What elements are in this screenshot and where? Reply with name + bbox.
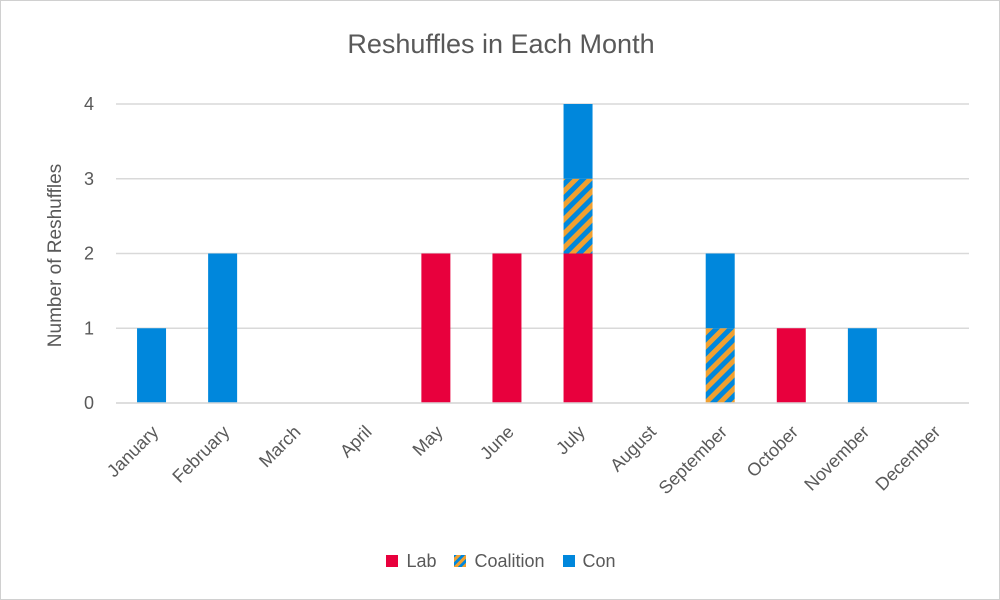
bar-con-july xyxy=(563,104,593,179)
legend-swatch xyxy=(386,555,399,567)
legend-label: Coalition xyxy=(474,550,545,571)
x-tick-label: January xyxy=(103,422,162,481)
x-tick-label: October xyxy=(743,422,802,481)
legend-label: Lab xyxy=(406,550,437,571)
bar-lab-june xyxy=(492,253,522,403)
x-tick-label: November xyxy=(800,422,873,495)
y-tick-label: 4 xyxy=(84,94,94,114)
bar-lab-may xyxy=(421,253,451,403)
y-tick-label: 3 xyxy=(84,169,94,189)
chart-title: Reshuffles in Each Month xyxy=(347,29,655,59)
y-axis-label: Number of Reshuffles xyxy=(45,164,66,347)
y-tick-label: 1 xyxy=(84,318,94,338)
y-tick-label: 2 xyxy=(84,244,94,264)
bar-coalition-july xyxy=(563,178,593,254)
bar-lab-october xyxy=(776,328,806,403)
bar-con-january xyxy=(137,328,167,403)
x-tick-label: February xyxy=(168,422,233,487)
bar-con-february xyxy=(208,253,238,403)
y-tick-label: 0 xyxy=(84,393,94,413)
legend-item-con: Con xyxy=(562,550,616,572)
bar-lab-july xyxy=(563,253,593,403)
x-tick-label: September xyxy=(655,422,731,498)
x-tick-label: May xyxy=(409,422,447,460)
legend-item-coalition: Coalition xyxy=(454,550,545,572)
x-tick-label: July xyxy=(552,422,589,459)
x-tick-label: December xyxy=(871,422,944,495)
bar-con-november xyxy=(847,328,877,403)
bar-coalition-september xyxy=(705,328,735,403)
legend-swatch xyxy=(454,555,467,567)
x-tick-label: March xyxy=(255,422,305,472)
legend-label: Con xyxy=(582,550,616,571)
legend-item-lab: Lab xyxy=(386,551,436,572)
bar-con-september xyxy=(705,253,735,329)
x-tick-label: August xyxy=(606,422,660,476)
legend-swatch xyxy=(562,555,575,567)
legend: Lab Coalition Con xyxy=(1,549,999,573)
x-tick-label: April xyxy=(336,422,376,462)
x-tick-label: June xyxy=(476,422,518,464)
